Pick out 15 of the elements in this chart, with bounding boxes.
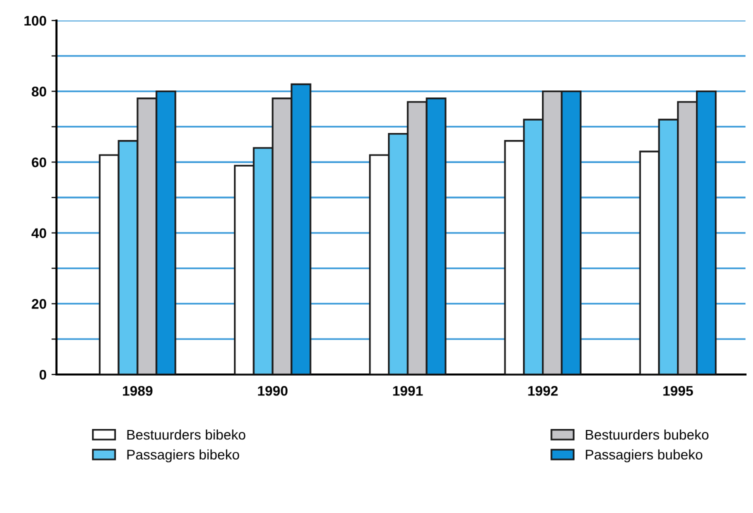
y-tick-label: 0	[40, 370, 46, 380]
x-tick-label: 1990	[258, 386, 288, 396]
legend-label: Bestuurders bubeko	[586, 429, 708, 440]
y-tick-label: 80	[32, 86, 46, 96]
legend-label: Bestuurders bibeko	[127, 429, 246, 440]
x-tick-label: 1991	[393, 386, 423, 396]
y-tick-label: 60	[32, 157, 46, 168]
y-tick-label: 100	[24, 16, 46, 26]
x-tick-label: 1989	[122, 386, 152, 396]
legend-label: Passagiers bibeko	[127, 449, 240, 462]
x-tick-label: 1995	[663, 386, 693, 396]
y-tick-label: 20	[32, 299, 46, 309]
y-tick-label: 40	[32, 228, 46, 238]
x-tick-label: 1992	[528, 386, 558, 396]
legend-label: Passagiers bubeko	[586, 449, 702, 462]
